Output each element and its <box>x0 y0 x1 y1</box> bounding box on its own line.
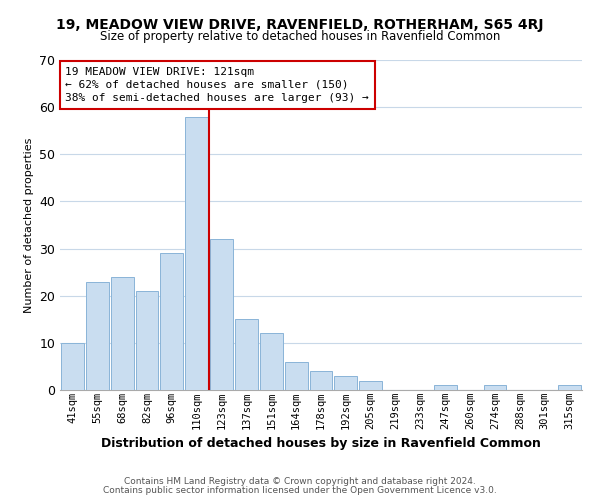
Text: 19 MEADOW VIEW DRIVE: 121sqm
← 62% of detached houses are smaller (150)
38% of s: 19 MEADOW VIEW DRIVE: 121sqm ← 62% of de… <box>65 66 369 103</box>
Bar <box>86 282 109 390</box>
Bar <box>185 116 208 390</box>
Y-axis label: Number of detached properties: Number of detached properties <box>23 138 34 312</box>
Bar <box>111 277 134 390</box>
Bar <box>334 376 357 390</box>
Bar <box>260 334 283 390</box>
Bar <box>359 380 382 390</box>
Bar <box>434 386 457 390</box>
Bar <box>210 239 233 390</box>
Bar <box>285 362 308 390</box>
Text: Contains public sector information licensed under the Open Government Licence v3: Contains public sector information licen… <box>103 486 497 495</box>
Text: 19, MEADOW VIEW DRIVE, RAVENFIELD, ROTHERHAM, S65 4RJ: 19, MEADOW VIEW DRIVE, RAVENFIELD, ROTHE… <box>56 18 544 32</box>
Bar <box>235 320 258 390</box>
Bar <box>61 343 84 390</box>
X-axis label: Distribution of detached houses by size in Ravenfield Common: Distribution of detached houses by size … <box>101 437 541 450</box>
Bar <box>310 371 332 390</box>
Bar <box>160 254 183 390</box>
Text: Contains HM Land Registry data © Crown copyright and database right 2024.: Contains HM Land Registry data © Crown c… <box>124 477 476 486</box>
Bar <box>136 291 158 390</box>
Bar <box>484 386 506 390</box>
Text: Size of property relative to detached houses in Ravenfield Common: Size of property relative to detached ho… <box>100 30 500 43</box>
Bar <box>558 386 581 390</box>
